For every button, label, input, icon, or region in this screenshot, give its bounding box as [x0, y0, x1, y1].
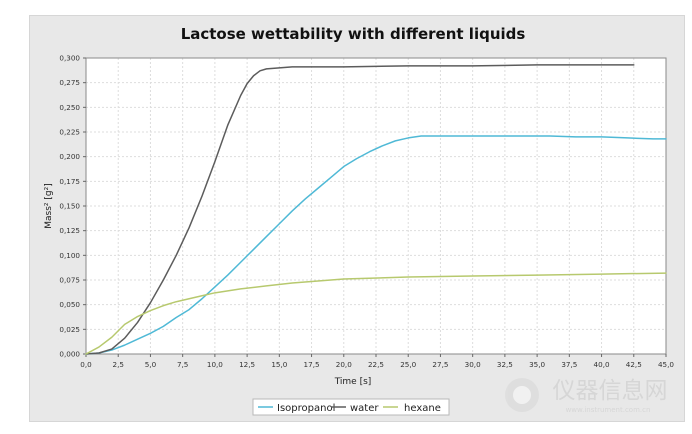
y-tick-label: 0,100 [59, 251, 80, 260]
legend [252, 398, 450, 416]
x-tick-label: 17,5 [304, 360, 320, 369]
x-tick-label: 45,0 [658, 360, 674, 369]
y-tick-label: 0,050 [59, 300, 80, 309]
y-axis-label: Mass² [g²] [44, 183, 54, 228]
watermark-text: 仪器信息网 [553, 378, 668, 404]
legend-items: Isopropanol water hexane [258, 403, 441, 414]
series-line-isopropanol [85, 135, 667, 355]
x-tick-label: 27,5 [432, 360, 448, 369]
y-tick-label: 0,250 [59, 103, 80, 112]
legend-label-water: water [350, 403, 379, 414]
chart-title: Lactose wettability with different liqui… [181, 25, 526, 43]
series-line-hexane [85, 272, 667, 355]
x-tick-label: 25,0 [400, 360, 416, 369]
y-tick-label: 0,125 [59, 226, 80, 235]
y-tick-label: 0,275 [59, 78, 80, 87]
y-tick-label: 0,300 [59, 54, 80, 63]
x-tick-label: 20,0 [336, 360, 352, 369]
watermark-logo-icon [505, 378, 539, 412]
x-axis-label: Time [s] [334, 377, 372, 387]
y-axis-ticks: 0,000 0,025 0,050 0,075 0,100 0,125 0,150 0,175… [59, 54, 86, 359]
x-tick-label: 10,0 [207, 360, 223, 369]
y-tick-label: 0,075 [59, 276, 80, 285]
y-tick-label: 0,200 [59, 152, 80, 161]
y-tick-label: 0,175 [59, 177, 80, 186]
x-tick-label: 7,5 [177, 360, 188, 369]
y-tick-label: 0,225 [59, 128, 80, 137]
x-tick-label: 5,0 [145, 360, 157, 369]
x-tick-label: 42,5 [626, 360, 642, 369]
series-group [85, 64, 667, 355]
y-tick-label: 0,000 [59, 350, 80, 359]
x-tick-label: 40,0 [594, 360, 610, 369]
x-tick-label: 12,5 [239, 360, 255, 369]
x-tick-label: 2,5 [113, 360, 124, 369]
x-axis-ticks: 0,0 2,5 5,0 7,5 10,0 12,5 15,0 17,5 20,0 22,5 25,0… [80, 354, 674, 369]
watermark-subtext: www.instrument.com.cn [566, 406, 651, 414]
x-tick-label: 37,5 [561, 360, 577, 369]
legend-label-isopropanol: Isopropanol [277, 403, 335, 414]
x-tick-label: 22,5 [368, 360, 384, 369]
series-line-water [85, 64, 635, 355]
legend-label-hexane: hexane [404, 403, 441, 414]
x-tick-label: 32,5 [497, 360, 513, 369]
x-tick-label: 35,0 [529, 360, 545, 369]
y-tick-label: 0,150 [59, 202, 80, 211]
x-tick-label: 0,0 [80, 360, 92, 369]
x-tick-label: 30,0 [465, 360, 481, 369]
x-tick-label: 15,0 [271, 360, 287, 369]
watermark: 仪器信息网 www.instrument.com.cn [505, 378, 668, 414]
y-tick-label: 0,025 [59, 325, 80, 334]
